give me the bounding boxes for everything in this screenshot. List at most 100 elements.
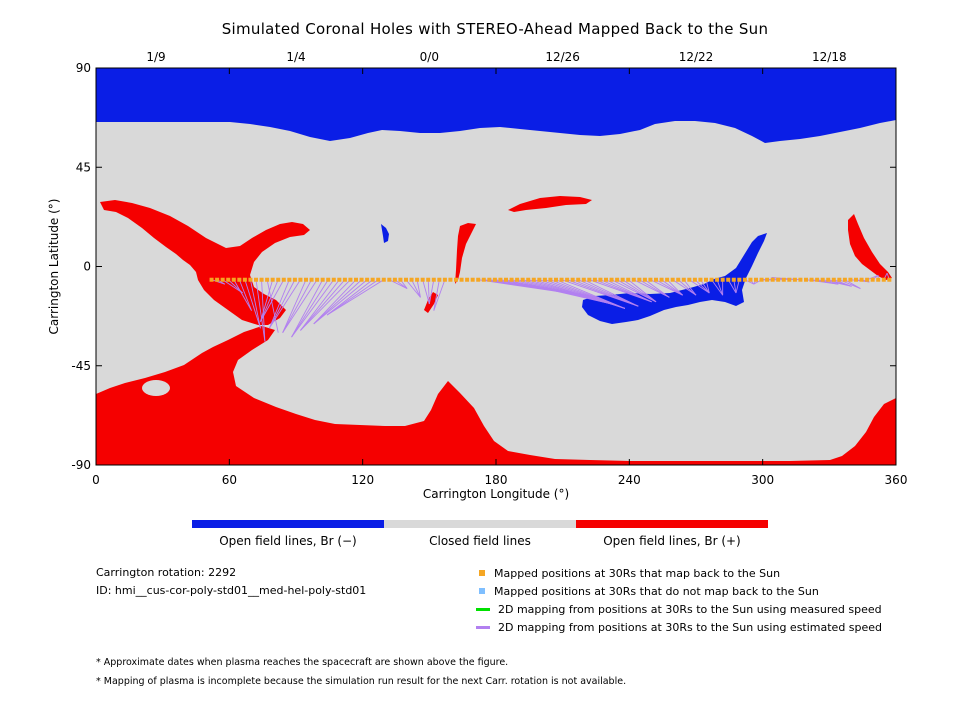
- mapped-point: [626, 277, 631, 282]
- mapped-point: [465, 277, 470, 282]
- coronal-hole-map: 0 60 120 180 240 300 360 90 45 0 -45 -90 1/9 1/4 0/0 12…: [47, 50, 907, 501]
- mapped-point: [854, 277, 858, 282]
- mapped-point: [620, 277, 625, 282]
- mapping-line: [611, 279, 657, 303]
- x-tick-label: 120: [351, 473, 374, 487]
- y-tick-label: -45: [71, 359, 91, 373]
- mapped-point: [448, 277, 453, 282]
- mapped-point: [820, 277, 825, 282]
- mapped-point: [476, 277, 481, 282]
- mapped-point: [292, 277, 297, 282]
- mapping-line: [644, 279, 670, 298]
- date-label: 0/0: [420, 50, 439, 64]
- mapping-line: [238, 279, 252, 311]
- mapping-line: [326, 279, 379, 316]
- mapping-line: [326, 279, 385, 316]
- mapping-line: [268, 279, 296, 329]
- mapped-point: [209, 277, 214, 282]
- mapped-point: [281, 277, 286, 282]
- mapping-line: [282, 279, 312, 333]
- mapping-line: [268, 279, 301, 329]
- mapping-line: [428, 279, 435, 305]
- mapping-line: [735, 279, 740, 294]
- mapped-point: [642, 277, 647, 282]
- mapped-point: [726, 277, 731, 282]
- mapped-point: [526, 277, 531, 282]
- mapping-line: [291, 279, 324, 338]
- mapping-line: [433, 279, 446, 311]
- y-tick-label: 90: [76, 61, 91, 75]
- mapped-point: [776, 277, 781, 282]
- mapped-point: [754, 277, 758, 282]
- mapped-point: [831, 277, 836, 282]
- mapped-point: [609, 277, 614, 282]
- mapped-point: [870, 277, 875, 282]
- mapping-line: [291, 279, 335, 338]
- mapping-line: [716, 279, 724, 296]
- mapped-point: [792, 277, 797, 282]
- y-axis-label: Carrington Latitude (°): [47, 199, 61, 335]
- x-tick-label: 360: [885, 473, 908, 487]
- orange-square-icon: [479, 570, 485, 576]
- south-polar-hole: [96, 326, 896, 465]
- legend-item-estimated: 2D mapping from positions at 30Rs to the…: [476, 620, 882, 634]
- mapped-point: [542, 277, 547, 282]
- mapped-point: [731, 277, 736, 282]
- mapped-point: [242, 277, 247, 282]
- mapped-point: [381, 277, 386, 282]
- mapped-point: [531, 277, 536, 282]
- date-label: 1/4: [286, 50, 305, 64]
- mapping-line: [639, 279, 670, 298]
- mapping-line: [255, 279, 266, 342]
- mapping-line: [260, 279, 279, 322]
- map-regions: [96, 68, 896, 465]
- y-tick-label: 0: [83, 260, 91, 274]
- mapping-line: [326, 279, 373, 316]
- mapped-point: [498, 277, 503, 282]
- mapped-point: [398, 277, 403, 282]
- mapping-line: [833, 279, 852, 287]
- mapped-point: [287, 277, 292, 282]
- mapped-point: [326, 277, 331, 282]
- mapped-point: [742, 277, 747, 282]
- mapped-point: [254, 277, 258, 282]
- legend-label: Mapped positions at 30Rs that do not map…: [494, 584, 819, 598]
- mapping-line: [733, 279, 737, 294]
- mapped-point: [304, 277, 308, 282]
- mapped-point: [859, 277, 864, 282]
- mapped-point: [604, 277, 608, 282]
- mapped-point: [265, 277, 270, 282]
- mapping-line: [605, 279, 652, 303]
- mapped-point: [454, 277, 458, 282]
- mapping-line: [422, 279, 430, 305]
- mapped-point: [437, 277, 442, 282]
- mapping-line: [291, 279, 329, 338]
- mapped-point: [781, 277, 786, 282]
- mapping-line: [411, 279, 421, 298]
- mapping-line: [727, 279, 737, 294]
- mapped-point: [365, 277, 370, 282]
- mapping-line: [616, 279, 657, 303]
- axes: 0 60 120 180 240 300 360 90 45 0 -45 -90 1/9 1/4 0/0 12…: [47, 50, 907, 501]
- mapped-point: [587, 277, 592, 282]
- mapped-point: [259, 277, 264, 282]
- mapped-point: [720, 277, 725, 282]
- mapping-line: [300, 279, 346, 331]
- mapped-point: [459, 277, 464, 282]
- mapped-point: [481, 277, 486, 282]
- mapped-point: [581, 277, 586, 282]
- mapped-point: [376, 277, 381, 282]
- mapped-point: [637, 277, 642, 282]
- mapping-line: [250, 279, 261, 329]
- closed-island: [142, 380, 170, 396]
- legend-item-measured: 2D mapping from positions at 30Rs to the…: [476, 602, 882, 616]
- date-label: 1/9: [146, 50, 165, 64]
- mapped-point: [320, 277, 325, 282]
- mapped-point: [804, 277, 808, 282]
- mapping-line: [672, 279, 697, 296]
- mapped-point: [670, 277, 675, 282]
- mapped-point: [415, 277, 420, 282]
- mapped-point: [342, 277, 347, 282]
- x-axis-label: Carrington Longitude (°): [423, 487, 569, 501]
- legend-label: 2D mapping from positions at 30Rs to the…: [498, 602, 882, 616]
